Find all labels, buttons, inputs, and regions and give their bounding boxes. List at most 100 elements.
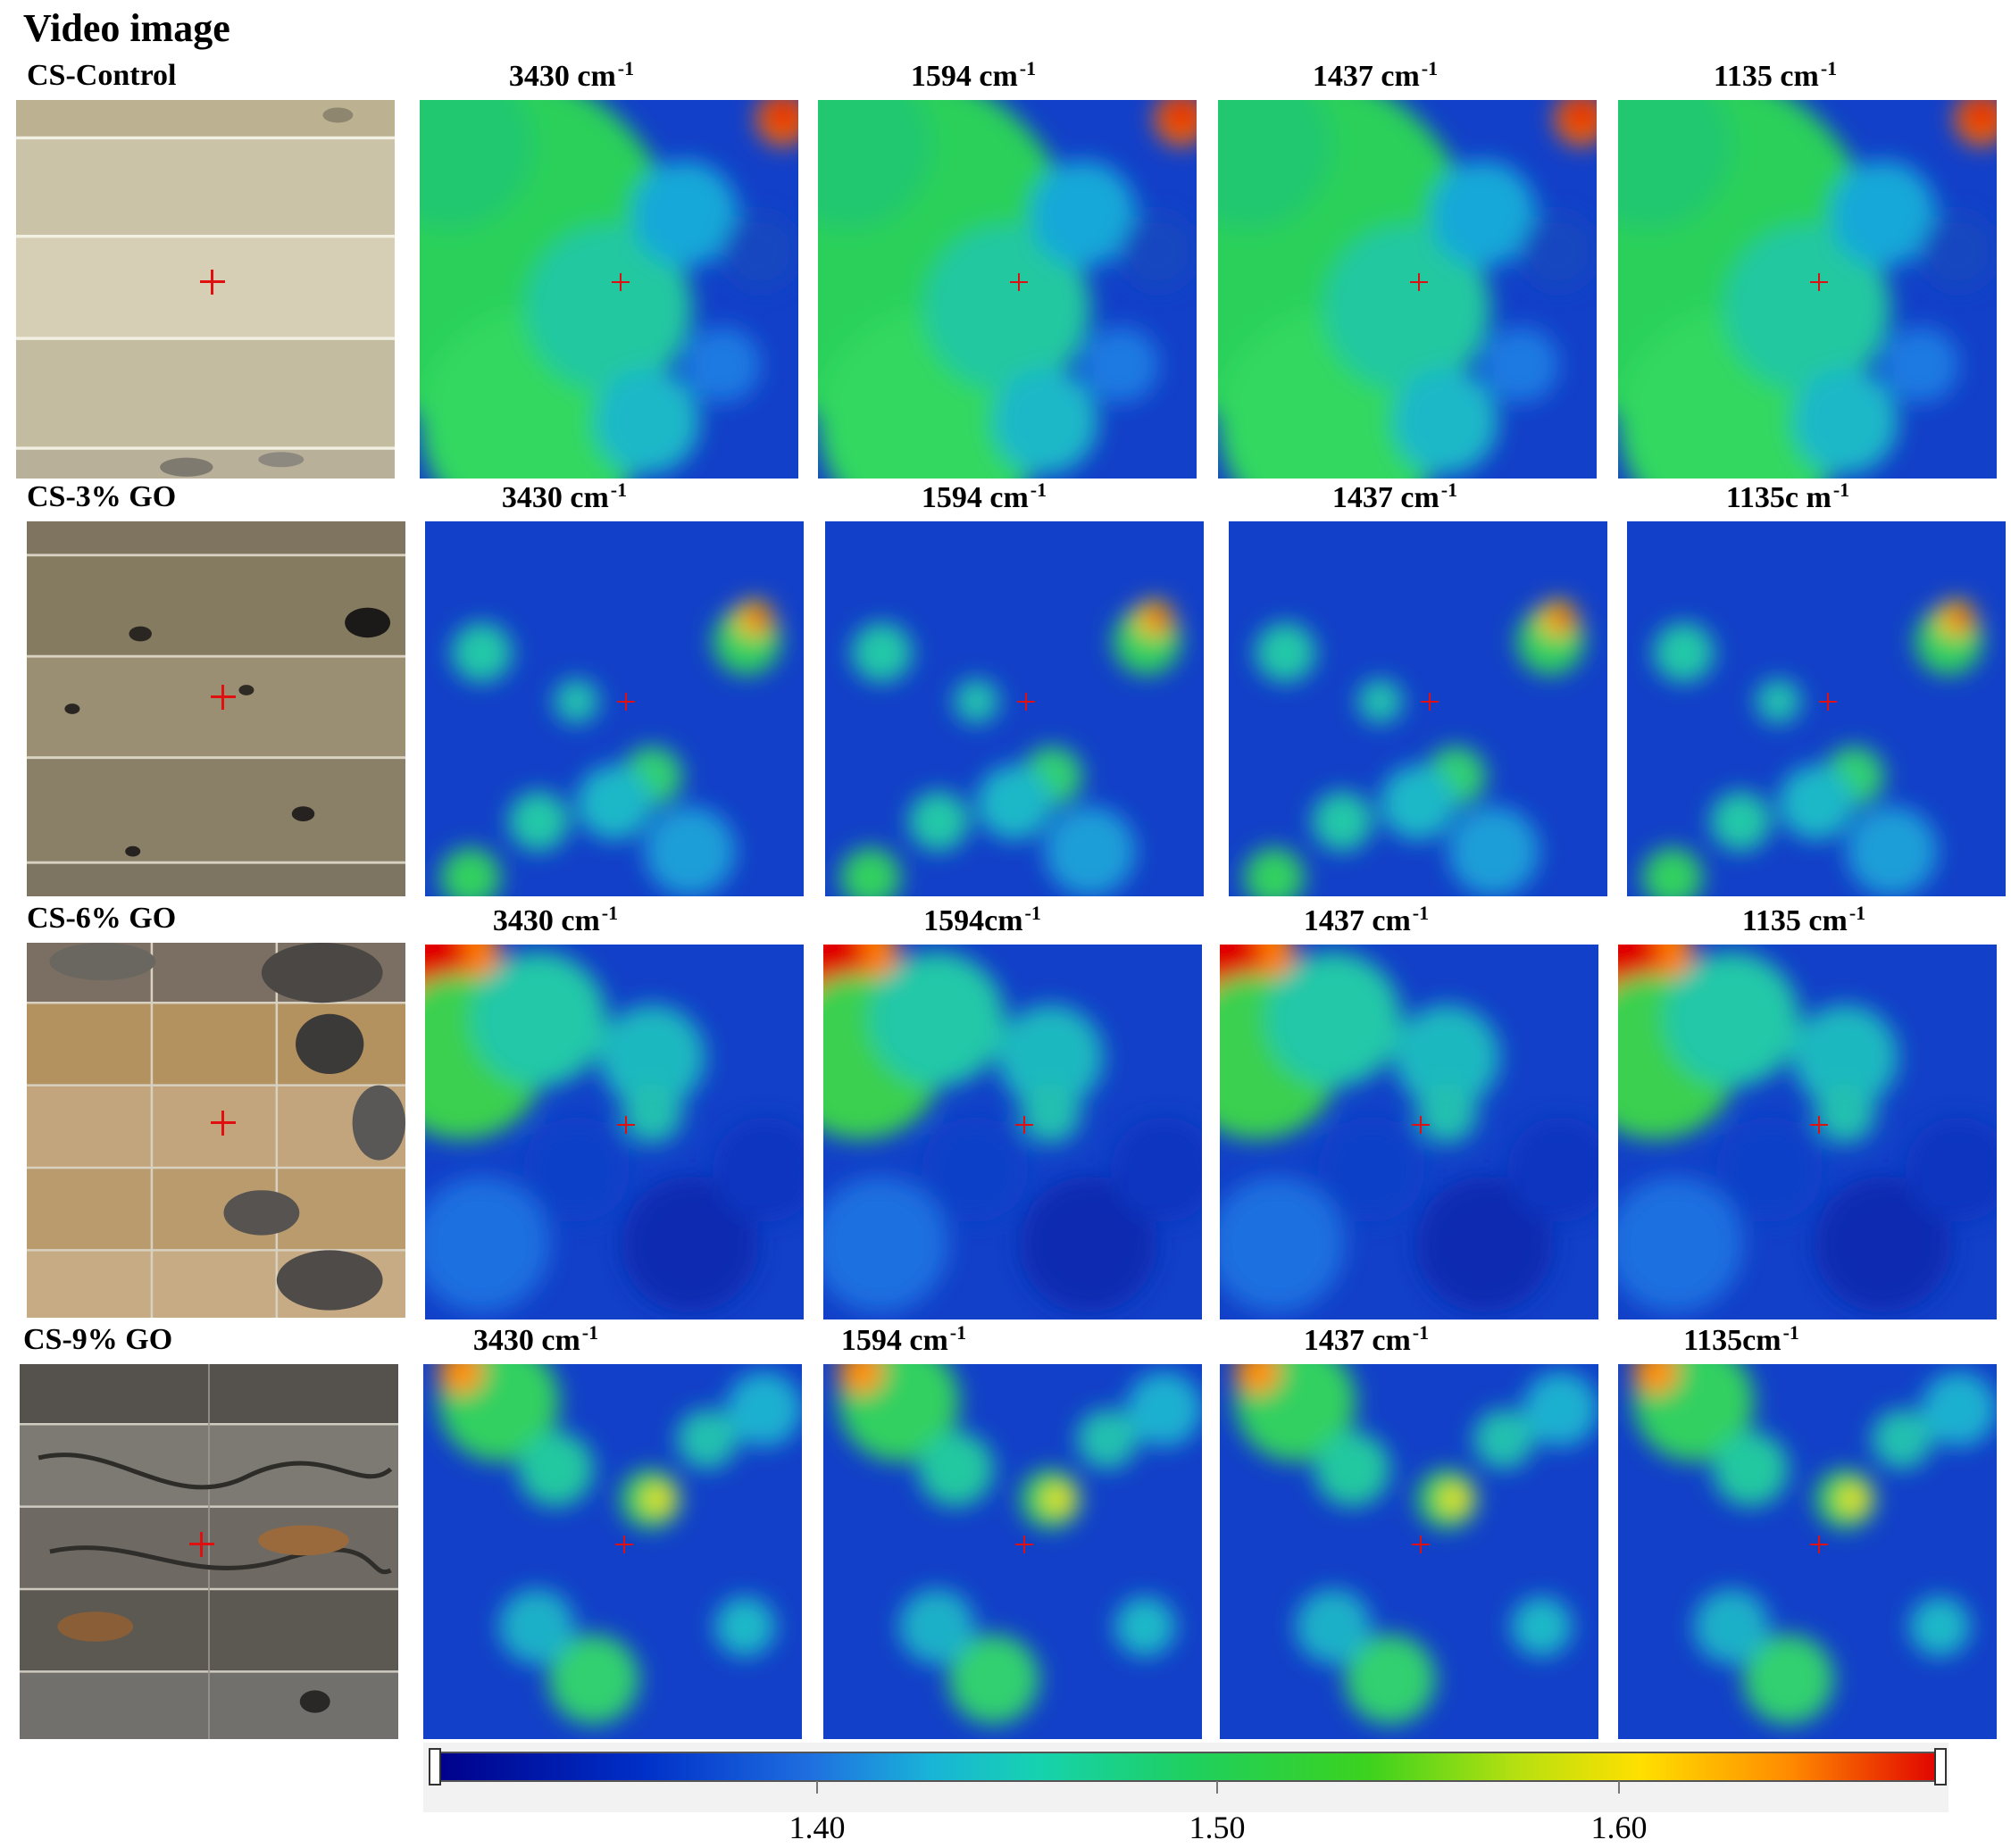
crosshair-marker xyxy=(1809,272,1828,291)
heatmap-blob xyxy=(997,1004,1104,1110)
band-label: 1135 cm-1 xyxy=(1713,57,1838,93)
colorbar-label: 1.40 xyxy=(789,1810,846,1845)
heatmap-blob xyxy=(1837,1484,1868,1514)
heatmap-blob xyxy=(642,1484,673,1514)
heatmap-tile xyxy=(825,521,1204,896)
heatmap-tile xyxy=(823,945,1202,1319)
heatmap-blob xyxy=(1126,1371,1202,1447)
heatmap-blob xyxy=(1020,1083,1081,1144)
heatmap-blob xyxy=(525,224,693,392)
heatmap-blob xyxy=(923,224,1091,392)
heatmap-blob xyxy=(1846,806,1938,896)
heatmap-image xyxy=(1618,945,1997,1319)
heatmap-blob xyxy=(1220,1177,1345,1312)
crosshair-marker xyxy=(211,1110,237,1136)
heatmap-image xyxy=(823,1364,1202,1739)
heatmap-blob xyxy=(1507,1117,1598,1222)
heatmap-blob xyxy=(768,100,798,130)
heatmap-blob xyxy=(1392,369,1498,475)
crosshair-marker xyxy=(1014,1115,1033,1134)
heatmap-blob xyxy=(1044,806,1136,896)
heatmap-blob xyxy=(1030,160,1137,267)
heatmap-blob xyxy=(838,1364,884,1394)
heatmap-blob xyxy=(1234,1364,1281,1394)
heatmap-blob xyxy=(1264,952,1402,1087)
heatmap-blob xyxy=(1756,678,1802,724)
heatmap-blob xyxy=(1394,1004,1500,1110)
colorbar-label: 1.60 xyxy=(1590,1810,1648,1845)
heatmap-blob xyxy=(954,678,1000,724)
heatmap-blob xyxy=(1792,369,1898,475)
heatmap-blob xyxy=(1921,213,1997,289)
heatmap-blob xyxy=(947,1634,1039,1725)
video-image-6go xyxy=(27,943,405,1318)
heatmap-blob xyxy=(1312,791,1373,852)
heatmap-blob xyxy=(726,1371,802,1447)
band-label: 1437 cm-1 xyxy=(1303,1321,1430,1357)
band-label: 3430 cm-1 xyxy=(508,57,635,93)
heatmap-tile xyxy=(1220,1364,1598,1739)
heatmap-blob xyxy=(722,213,798,289)
heatmap-blob xyxy=(1448,806,1540,896)
heatmap-blob xyxy=(1566,100,1597,130)
heatmap-blob xyxy=(1121,213,1197,289)
heatmap-blob xyxy=(1778,765,1855,840)
heatmap-blob xyxy=(713,1117,804,1222)
heatmap-blob xyxy=(1077,1409,1138,1469)
colorbar-max-handle[interactable] xyxy=(1934,1748,1947,1786)
heatmap-blob xyxy=(644,806,736,896)
heatmap-tile xyxy=(1627,521,2006,896)
crosshair-marker xyxy=(188,1531,214,1557)
heatmap-blob xyxy=(1318,1117,1424,1222)
colorbar-min-handle[interactable] xyxy=(429,1748,441,1786)
heatmap-blob xyxy=(622,1177,759,1312)
heatmap-image xyxy=(1218,100,1597,479)
heatmap-blob xyxy=(1872,1409,1932,1469)
heatmap-blob xyxy=(1357,678,1404,724)
heatmap-blob xyxy=(1380,765,1456,840)
band-label: 1437 cm-1 xyxy=(1331,479,1458,514)
heatmap-blob xyxy=(1948,607,1972,630)
heatmap-blob xyxy=(498,1589,575,1664)
heatmap-image xyxy=(1618,100,1997,479)
heatmap-tile xyxy=(823,1364,1202,1739)
heatmap-blob xyxy=(1742,1634,1834,1725)
heatmap-tile xyxy=(425,521,804,896)
heatmap-blob xyxy=(599,1004,705,1110)
heatmap-blob xyxy=(918,1431,994,1507)
heatmap-tile xyxy=(1618,100,1997,479)
colorbar-gradient xyxy=(429,1748,1947,1786)
heatmap-image xyxy=(420,100,798,479)
figure-heading: Video image xyxy=(23,6,230,50)
row-label-control: CS-Control xyxy=(27,59,177,92)
heatmap-blob xyxy=(818,100,932,229)
heatmap-blob xyxy=(1020,1177,1157,1312)
heatmap-blob xyxy=(1723,224,1891,392)
heatmap-tile xyxy=(1218,100,1597,479)
heatmap-image xyxy=(1220,945,1598,1319)
heatmap-blob xyxy=(976,765,1053,840)
heatmap-blob xyxy=(1439,1484,1470,1514)
heatmap-blob xyxy=(1295,1589,1372,1664)
heatmap-blob xyxy=(1653,622,1715,683)
heatmap-blob xyxy=(1416,1083,1478,1144)
heatmap-blob xyxy=(1416,1177,1554,1312)
heatmap-blob xyxy=(547,1634,639,1725)
heatmap-blob xyxy=(1430,160,1537,267)
heatmap-tile xyxy=(1229,521,1607,896)
heatmap-blob xyxy=(420,100,534,229)
band-label: 1594 cm-1 xyxy=(840,1321,967,1357)
heatmap-blob xyxy=(1641,847,1703,896)
band-label: 1135 cm-1 xyxy=(1741,902,1866,937)
heatmap-blob xyxy=(1473,1409,1534,1469)
heatmap-blob xyxy=(1716,1117,1823,1222)
crosshair-marker xyxy=(1818,692,1837,711)
heatmap-blob xyxy=(1921,1371,1997,1447)
heatmap-image xyxy=(1220,1364,1598,1739)
heatmap-image xyxy=(818,100,1197,479)
heatmap-blob xyxy=(677,1409,738,1469)
row-label-6go: CS-6% GO xyxy=(27,902,177,935)
heatmap-tile xyxy=(1220,945,1598,1319)
row-label-3go: CS-3% GO xyxy=(27,480,177,513)
band-label: 1594cm-1 xyxy=(923,902,1041,937)
